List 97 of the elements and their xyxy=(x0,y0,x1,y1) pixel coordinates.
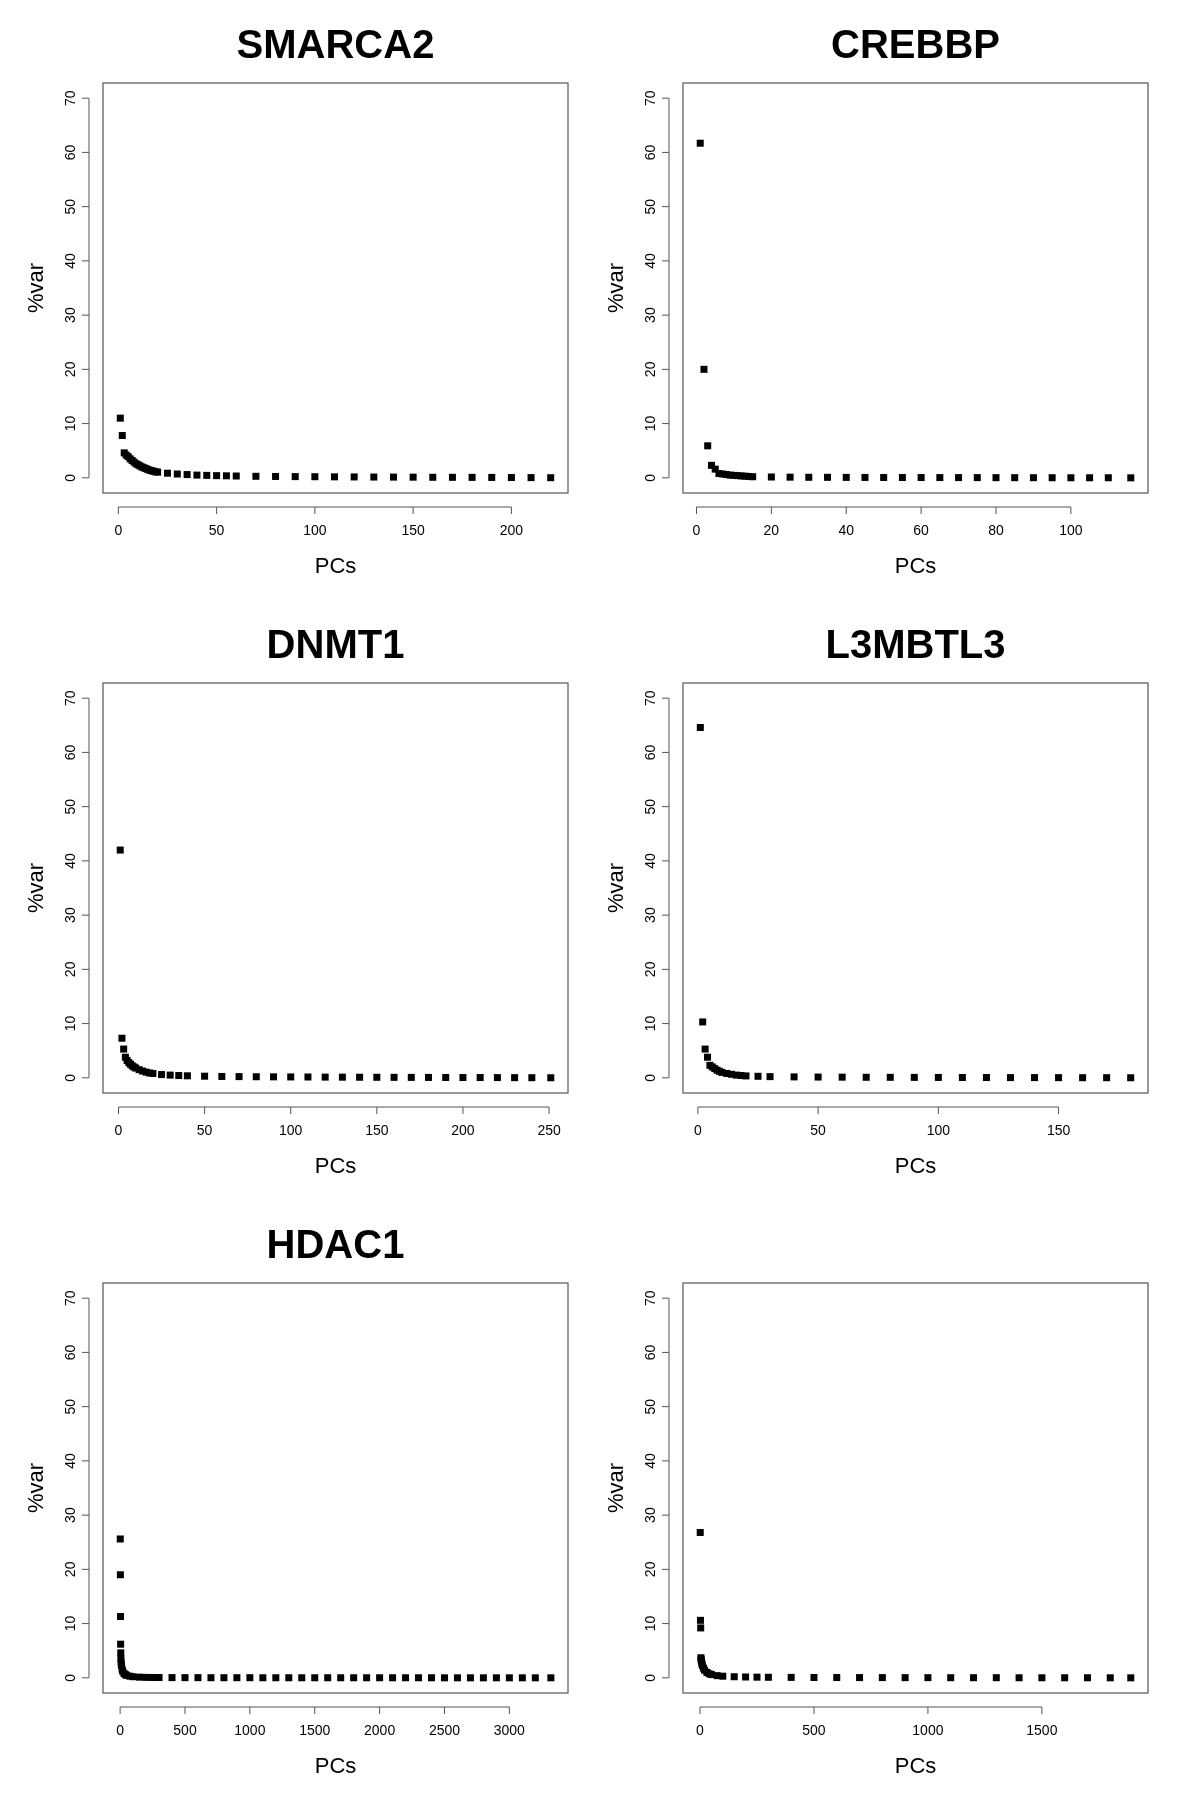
x-tick-label: 150 xyxy=(401,522,426,538)
chart-title: HDAC1 xyxy=(266,1222,405,1266)
x-axis-title: PCs xyxy=(894,1753,937,1778)
y-tick-label: 40 xyxy=(642,252,658,269)
chart-title: SMARCA2 xyxy=(236,22,435,66)
y-tick-label: 10 xyxy=(62,415,78,432)
y-tick-label: 40 xyxy=(62,852,78,869)
y-tick-label: 50 xyxy=(642,798,658,815)
x-tick-label: 0 xyxy=(116,1722,125,1738)
x-tick-label: 0 xyxy=(692,522,701,538)
y-tick-label: 20 xyxy=(642,361,658,378)
y-axis-title: %var xyxy=(23,862,48,914)
x-tick-label: 100 xyxy=(926,1122,951,1138)
y-tick-label: 40 xyxy=(642,1452,658,1469)
y-tick-label: 20 xyxy=(62,961,78,978)
y-tick-label: 20 xyxy=(642,1561,658,1578)
x-tick-label: 0 xyxy=(114,1122,123,1138)
x-tick-label: 50 xyxy=(196,1122,213,1138)
y-tick-label: 30 xyxy=(642,907,658,923)
x-tick-label: 2000 xyxy=(364,1722,396,1738)
y-tick-label: 60 xyxy=(62,1344,78,1361)
y-axis-title: %var xyxy=(23,262,48,314)
y-tick-label: 10 xyxy=(62,1015,78,1032)
y-axis-title: %var xyxy=(603,1462,628,1514)
x-tick-label: 500 xyxy=(173,1722,197,1738)
y-tick-label: 60 xyxy=(642,144,658,161)
y-tick-label: 70 xyxy=(62,90,78,106)
y-tick-label: 70 xyxy=(62,1290,78,1306)
x-tick-label: 250 xyxy=(537,1122,561,1138)
y-tick-label: 30 xyxy=(642,1507,658,1523)
x-tick-label: 500 xyxy=(802,1722,826,1738)
y-tick-label: 60 xyxy=(642,1344,658,1361)
x-axis-title: PCs xyxy=(314,1153,357,1178)
y-axis-title: %var xyxy=(23,1462,48,1514)
x-tick-label: 200 xyxy=(499,522,524,538)
y-tick-label: 30 xyxy=(62,1507,78,1523)
y-tick-label: 10 xyxy=(642,1615,658,1632)
y-tick-label: 20 xyxy=(642,961,658,978)
y-axis-title: %var xyxy=(603,262,628,314)
chart-title: CREBBP xyxy=(831,22,1000,66)
x-tick-label: 0 xyxy=(694,1122,703,1138)
x-tick-label: 1500 xyxy=(1026,1722,1058,1738)
y-axis-title: %var xyxy=(603,862,628,914)
y-tick-label: 50 xyxy=(62,798,78,815)
y-tick-label: 60 xyxy=(642,744,658,761)
x-tick-label: 0 xyxy=(114,522,123,538)
y-tick-label: 10 xyxy=(62,1615,78,1632)
x-axis-title: PCs xyxy=(314,1753,357,1778)
y-tick-label: 30 xyxy=(62,307,78,323)
x-tick-label: 1500 xyxy=(299,1722,331,1738)
y-tick-label: 0 xyxy=(642,473,658,482)
x-tick-label: 100 xyxy=(279,1122,303,1138)
x-tick-label: 150 xyxy=(1046,1122,1071,1138)
x-tick-label: 150 xyxy=(365,1122,389,1138)
x-tick-label: 20 xyxy=(763,522,780,538)
y-tick-label: 50 xyxy=(642,1398,658,1415)
y-tick-label: 60 xyxy=(62,744,78,761)
y-tick-label: 30 xyxy=(642,307,658,323)
x-tick-label: 50 xyxy=(810,1122,827,1138)
x-axis-title: PCs xyxy=(314,553,357,578)
x-tick-label: 60 xyxy=(913,522,930,538)
y-tick-label: 70 xyxy=(642,690,658,706)
x-tick-label: 1000 xyxy=(912,1722,944,1738)
y-tick-label: 70 xyxy=(642,90,658,106)
y-tick-label: 50 xyxy=(62,198,78,215)
chart-title: L3MBTL3 xyxy=(825,622,1006,666)
x-axis-title: PCs xyxy=(894,1153,937,1178)
y-tick-label: 30 xyxy=(62,907,78,923)
x-tick-label: 100 xyxy=(303,522,327,538)
x-axis-title: PCs xyxy=(894,553,937,578)
x-tick-label: 3000 xyxy=(493,1722,526,1738)
y-tick-label: 70 xyxy=(642,1290,658,1306)
y-tick-label: 20 xyxy=(62,1561,78,1578)
x-tick-label: 50 xyxy=(208,522,225,538)
x-tick-label: 2500 xyxy=(428,1722,461,1738)
y-tick-label: 70 xyxy=(62,690,78,706)
chart-title: DNMT1 xyxy=(266,622,405,666)
y-tick-label: 40 xyxy=(62,1452,78,1469)
y-tick-label: 20 xyxy=(62,361,78,378)
y-tick-label: 0 xyxy=(62,1073,78,1082)
y-tick-label: 40 xyxy=(642,852,658,869)
x-tick-label: 0 xyxy=(696,1722,705,1738)
y-tick-label: 0 xyxy=(642,1073,658,1082)
x-tick-label: 80 xyxy=(988,522,1004,538)
y-tick-label: 40 xyxy=(62,252,78,269)
y-tick-label: 60 xyxy=(62,144,78,161)
y-tick-label: 0 xyxy=(62,1673,78,1682)
y-tick-label: 50 xyxy=(642,198,658,215)
y-tick-label: 50 xyxy=(62,1398,78,1415)
y-tick-label: 0 xyxy=(62,473,78,482)
x-tick-label: 1000 xyxy=(234,1722,266,1738)
y-tick-label: 10 xyxy=(642,1015,658,1032)
y-tick-label: 0 xyxy=(642,1673,658,1682)
y-tick-label: 10 xyxy=(642,415,658,432)
x-tick-label: 200 xyxy=(451,1122,475,1138)
x-tick-label: 40 xyxy=(838,522,855,538)
x-tick-label: 100 xyxy=(1059,522,1083,538)
